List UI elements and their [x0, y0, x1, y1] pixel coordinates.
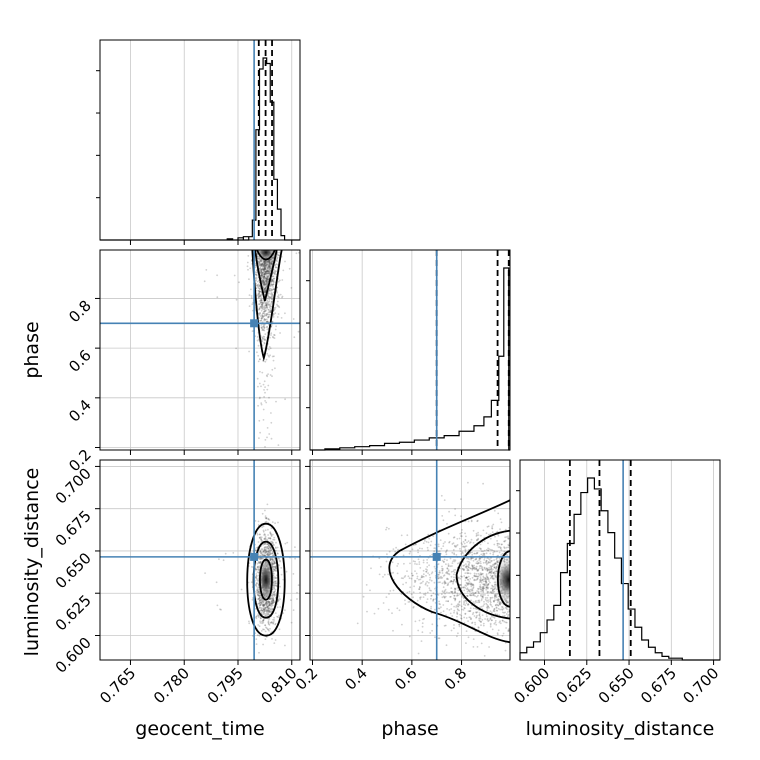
histogram-step	[100, 57, 300, 241]
ylabel-phase: phase	[21, 321, 43, 378]
y-tick-label: 0.600	[52, 634, 95, 677]
contour-line	[256, 250, 276, 261]
x-tick-label: 0.795	[204, 664, 247, 707]
x-tick-label: 0.810	[257, 664, 300, 707]
scatter-panel-frame	[309, 459, 511, 661]
y-tick-label: 0.650	[52, 549, 95, 592]
hist-panel-frame	[99, 39, 301, 241]
scatter-panel-luminosity-distance-vs-geocent-time: 0.765 0.780 0.795 0.810 0.6000.6250.6500.675…	[52, 459, 301, 707]
x-tick-label: 0.6	[391, 664, 421, 694]
contour-line	[388, 499, 510, 644]
contour-line	[246, 522, 286, 637]
hist-panel-phase	[306, 249, 511, 455]
x-tick-label: 0.625	[553, 664, 596, 707]
scatter-points	[203, 250, 300, 448]
x-tick-label: 0.765	[96, 664, 139, 707]
scatter-panel-frame	[99, 459, 301, 661]
y-tick-label: 0.6	[65, 346, 95, 376]
hist-panel-frame	[309, 249, 511, 451]
x-tick-label: 0.4	[341, 664, 371, 694]
y-tick-label: 0.8	[65, 297, 95, 327]
contour-line	[259, 558, 273, 601]
contour-line	[254, 250, 278, 302]
hist-panel-luminosity-distance: 0.600 0.625 0.650 0.675 0.700	[510, 459, 722, 707]
scatter-panel-frame	[99, 249, 301, 451]
xlabel-geocent-time: geocent_time	[135, 718, 264, 740]
scatter-points	[204, 503, 300, 654]
x-tick-label: 0.650	[595, 664, 638, 707]
xlabel-phase: phase	[381, 718, 438, 740]
x-tick-label: 0.2	[292, 664, 322, 694]
y-tick-label: 0.4	[65, 396, 95, 426]
scatter-panel-phase-vs-geocent-time: 0.20.40.60.8	[65, 249, 301, 475]
density-core	[492, 555, 510, 604]
hist-panel-frame	[519, 459, 721, 661]
contour-line	[455, 529, 510, 620]
x-tick-label: 0.780	[150, 664, 193, 707]
histogram-step	[310, 267, 510, 451]
scatter-panel-luminosity-distance-vs-phase: 0.2 0.4 0.6 0.8	[292, 459, 511, 694]
x-tick-label: 0.600	[510, 664, 553, 707]
xlabel-luminosity-distance: luminosity_distance	[526, 718, 715, 740]
histogram-step	[519, 477, 720, 661]
y-tick-label: 0.625	[52, 591, 95, 634]
contour-line	[496, 550, 510, 608]
y-tick-label: 0.675	[52, 507, 95, 550]
x-tick-label: 0.675	[637, 664, 680, 707]
x-tick-label: 0.8	[441, 664, 471, 694]
truth-marker	[250, 552, 259, 561]
ylabel-luminosity-distance: luminosity_distance	[21, 468, 43, 657]
x-tick-label: 0.700	[679, 664, 722, 707]
truth-marker	[432, 552, 441, 561]
hist-panel-geocent-time	[96, 39, 301, 245]
scatter-points	[356, 481, 510, 657]
truth-marker	[250, 319, 259, 328]
